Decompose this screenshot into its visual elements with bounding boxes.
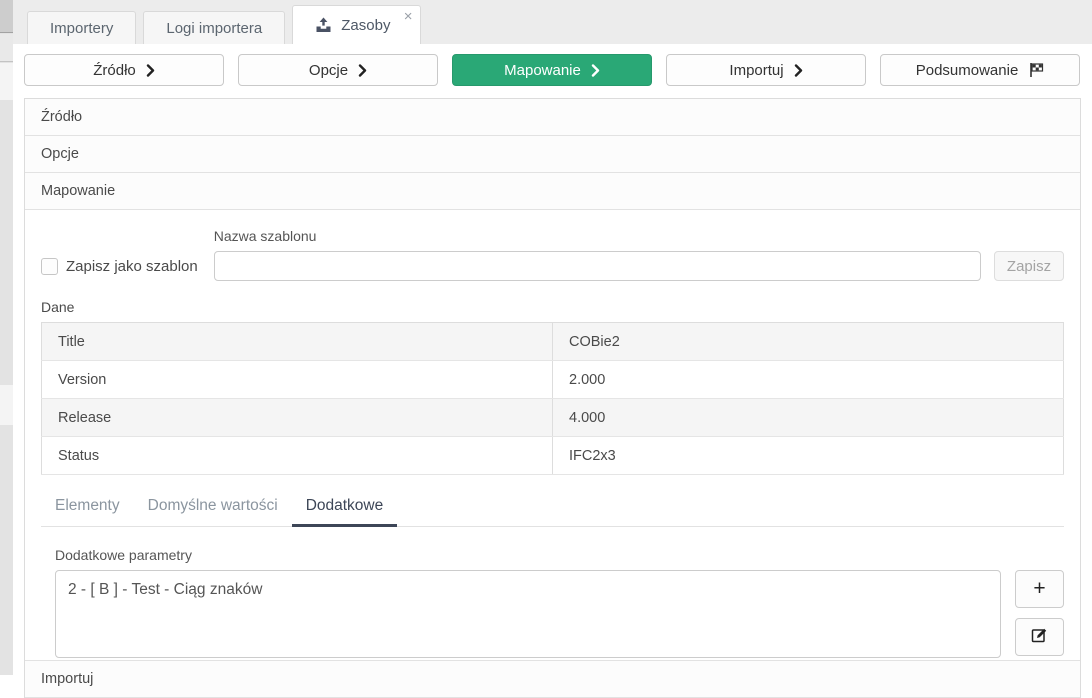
accordion-header-mapowanie[interactable]: Mapowanie xyxy=(25,173,1080,210)
edit-icon xyxy=(1031,625,1048,649)
tab-label: Logi importera xyxy=(166,19,263,37)
table-cell-key: Release xyxy=(41,398,553,437)
accordion-label: Mapowanie xyxy=(41,183,116,199)
save-as-template-checkbox[interactable] xyxy=(41,257,58,275)
template-name-input[interactable] xyxy=(213,251,981,281)
additional-params-section: Dodatkowe parametry 2 - [ B ] - Test - C… xyxy=(41,527,1064,660)
list-item[interactable]: 2 - [ B ] - Test - Ciąg znaków xyxy=(68,581,263,598)
table-cell-value: COBie2 xyxy=(552,322,1064,361)
table-row: Version 2.000 xyxy=(41,360,1064,399)
wizard-step-zrodlo[interactable]: Źródło xyxy=(24,54,224,86)
subtab-dodatkowe[interactable]: Dodatkowe xyxy=(291,487,398,527)
additional-params-listbox[interactable]: 2 - [ B ] - Test - Ciąg znaków xyxy=(55,570,1001,658)
step-label: Mapowanie xyxy=(504,61,581,79)
tab-label: Importery xyxy=(50,19,114,37)
tab-zasoby[interactable]: Zasoby × xyxy=(292,5,422,44)
accordion-header-opcje[interactable]: Opcje xyxy=(25,136,1080,173)
step-label: Opcje xyxy=(308,61,349,79)
finish-flag-icon xyxy=(1028,62,1044,78)
close-icon[interactable]: × xyxy=(403,8,413,25)
wizard-step-podsumowanie[interactable]: Podsumowanie xyxy=(880,54,1080,86)
step-label: Importuj xyxy=(729,61,784,79)
table-cell-key: Version xyxy=(41,360,553,399)
chevron-right-icon xyxy=(146,63,155,77)
subtab-domyslne-wartosci[interactable]: Domyślne wartości xyxy=(147,497,278,514)
table-cell-value: 4.000 xyxy=(552,398,1064,437)
import-data-table: Title COBie2 Version 2.000 Release 4.000… xyxy=(41,322,1064,475)
tab-label: Zasoby xyxy=(341,16,391,34)
upload-icon xyxy=(315,17,332,33)
main-area: Importery Logi importera Zasoby × Źr xyxy=(13,0,1092,698)
table-cell-key: Title xyxy=(41,322,553,361)
chevron-right-icon xyxy=(358,63,367,77)
tab-logi-importera[interactable]: Logi importera xyxy=(143,11,286,44)
tab-importery[interactable]: Importery xyxy=(27,11,137,44)
edit-parameter-button[interactable] xyxy=(1015,618,1064,656)
accordion-label: Importuj xyxy=(41,671,94,687)
left-panel-edge xyxy=(0,0,13,675)
wizard-step-opcje[interactable]: Opcje xyxy=(238,54,438,86)
table-row: Status IFC2x3 xyxy=(41,436,1064,475)
data-section-label: Dane xyxy=(41,299,75,315)
table-cell-value: IFC2x3 xyxy=(552,436,1064,475)
table-row: Release 4.000 xyxy=(41,398,1064,437)
table-row: Title COBie2 xyxy=(41,322,1064,361)
template-name-label: Nazwa szablonu xyxy=(213,228,317,244)
wizard-steps: Źródło Opcje Mapowanie Importuj Podsumow… xyxy=(24,54,1080,86)
add-parameter-button[interactable]: + xyxy=(1015,570,1064,608)
accordion-label: Źródło xyxy=(41,109,83,125)
wizard-accordion: Źródło Opcje Mapowanie Zapisz jako szabl… xyxy=(24,98,1081,698)
accordion-header-importuj[interactable]: Importuj xyxy=(25,661,1080,698)
wizard-step-mapowanie[interactable]: Mapowanie xyxy=(452,54,652,86)
chevron-right-icon xyxy=(591,63,600,77)
chevron-right-icon xyxy=(794,63,803,77)
step-label: Podsumowanie xyxy=(915,61,1019,79)
mapping-subtabs: Elementy Domyślne wartości Dodatkowe xyxy=(41,487,1064,527)
step-label: Źródło xyxy=(93,61,136,79)
mapping-panel: Zapisz jako szablon Nazwa szablonu Zapis… xyxy=(25,210,1080,661)
save-as-template-label: Zapisz jako szablon xyxy=(66,257,198,275)
table-cell-key: Status xyxy=(41,436,553,475)
accordion-header-zrodlo[interactable]: Źródło xyxy=(25,99,1080,136)
save-template-button[interactable]: Zapisz xyxy=(994,251,1064,281)
subtab-elementy[interactable]: Elementy xyxy=(55,497,120,514)
top-tabbar: Importery Logi importera Zasoby × xyxy=(13,0,1092,44)
table-cell-value: 2.000 xyxy=(552,360,1064,399)
additional-params-label: Dodatkowe parametry xyxy=(55,547,192,563)
wizard-step-importuj[interactable]: Importuj xyxy=(666,54,866,86)
accordion-label: Opcje xyxy=(41,146,79,162)
